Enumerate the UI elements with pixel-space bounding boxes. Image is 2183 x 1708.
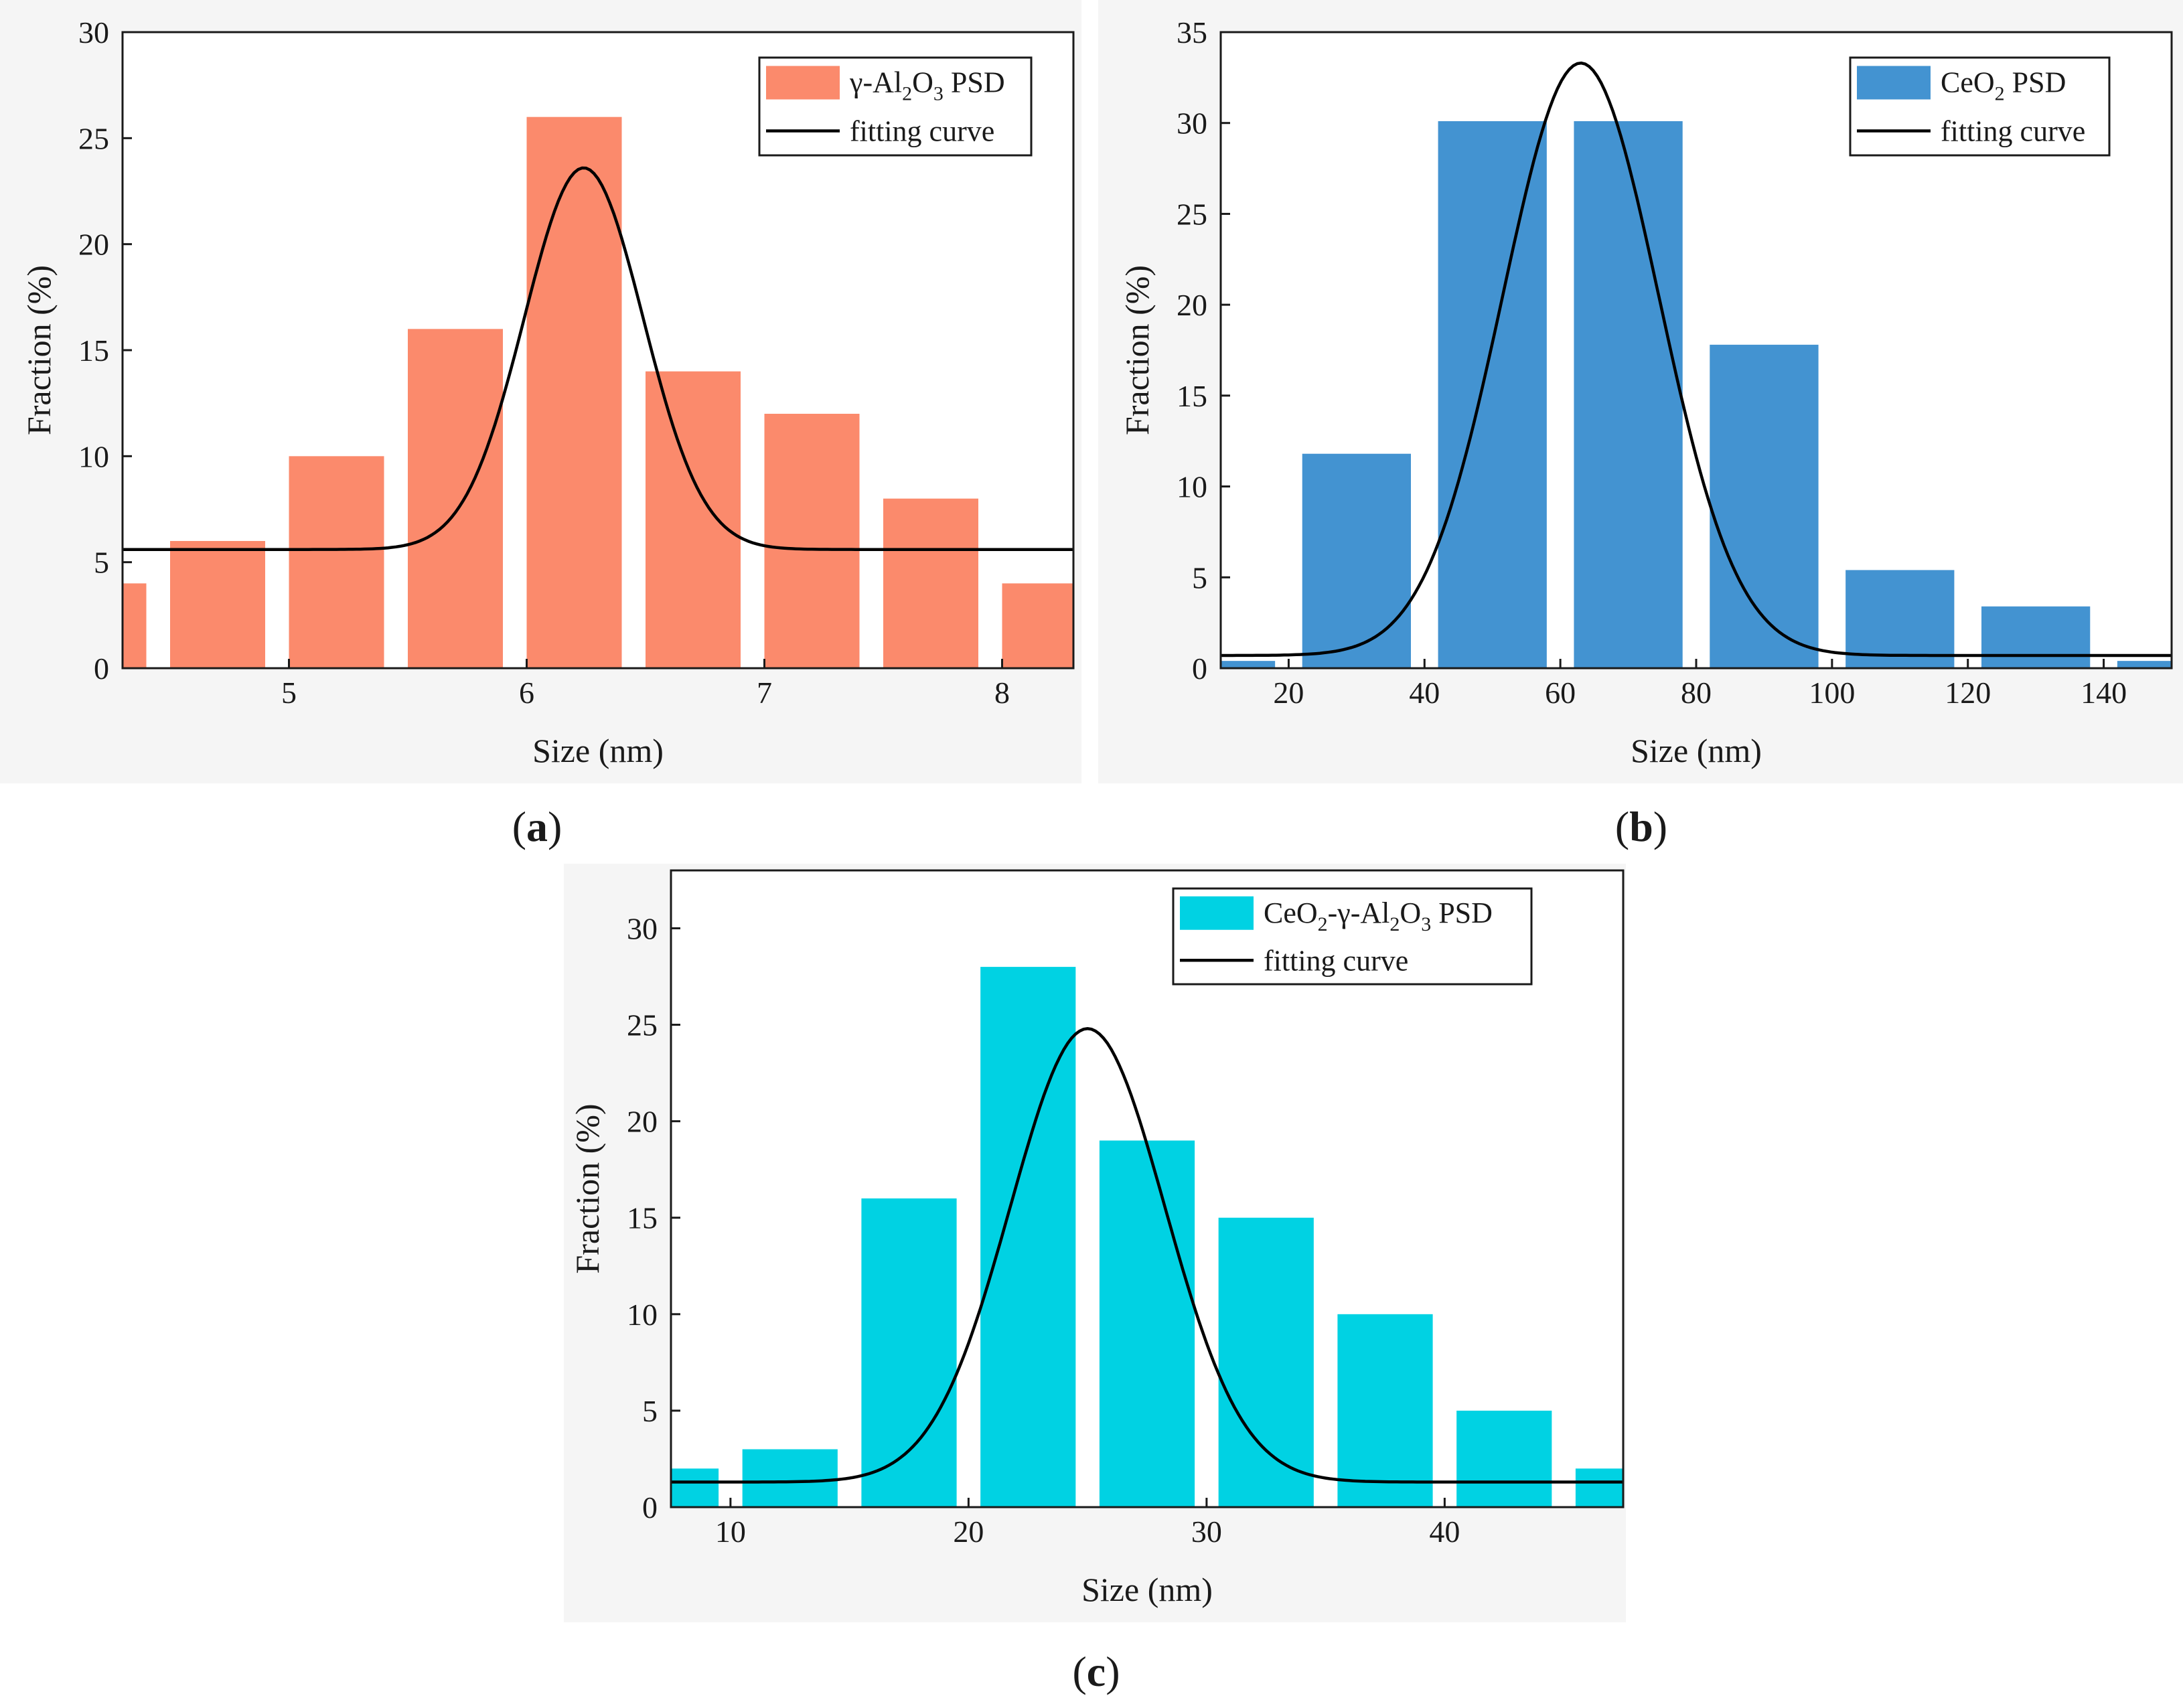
bar (1218, 1217, 1314, 1507)
legend-bar-label: γ-Al2O3 PSD (849, 66, 1005, 105)
x-axis-title: Size (nm) (532, 732, 664, 769)
y-axis-title: Fraction (%) (20, 265, 58, 435)
bar (1221, 661, 1276, 668)
bar (646, 371, 741, 668)
legend: CeO2-γ-Al2O3 PSD fitting curve (1172, 887, 1533, 986)
legend: CeO2 PSD fitting curve (1849, 56, 2111, 157)
x-axis-title: Size (nm) (1081, 1571, 1213, 1608)
x-axis-title: Size (nm) (1631, 732, 1762, 769)
x-tick-label: 6 (519, 676, 534, 710)
y-tick-label: 5 (642, 1394, 658, 1428)
y-tick-label: 25 (627, 1008, 658, 1042)
y-tick-label: 5 (1192, 560, 1207, 595)
bar (1456, 1410, 1552, 1507)
chart-panel-b: 20 40 60 80 100 120 140 0 5 10 15 20 25 30 35 Size (nm)… (1098, 0, 2183, 850)
bar (1002, 583, 1073, 668)
bar (764, 414, 860, 668)
y-tick-label: 20 (627, 1105, 658, 1139)
panel-caption: (b) (1615, 803, 1667, 850)
x-tick-label: 40 (1409, 676, 1440, 710)
legend: γ-Al2O3 PSD fitting curve (758, 56, 1033, 157)
y-tick-label: 30 (1177, 106, 1207, 141)
y-axis-title: Fraction (%) (569, 1103, 606, 1273)
y-tick-label: 15 (1177, 379, 1207, 413)
y-tick-label: 25 (78, 121, 109, 155)
x-tick-label: 120 (1945, 676, 1991, 710)
y-tick-label: 20 (78, 228, 109, 262)
y-tick-label: 15 (78, 333, 109, 368)
bar (883, 498, 978, 668)
panel-caption: (a) (512, 803, 562, 850)
legend-bar-label: CeO2 PSD (1941, 66, 2066, 105)
y-tick-label: 30 (78, 15, 109, 50)
legend-line-label: fitting curve (850, 115, 994, 148)
bar (1337, 1314, 1433, 1507)
x-tick-label: 40 (1429, 1515, 1460, 1549)
x-tick-label: 20 (953, 1515, 984, 1549)
bar (2117, 661, 2172, 668)
legend-swatch (1180, 896, 1254, 930)
y-tick-label: 25 (1177, 197, 1207, 231)
bar (742, 1449, 838, 1507)
y-tick-label: 35 (1177, 15, 1207, 50)
bar (671, 1468, 719, 1507)
legend-line-label: fitting curve (1264, 944, 1408, 977)
fitting-curve (123, 166, 1073, 551)
bar (1846, 570, 1955, 668)
legend-line-label: fitting curve (1941, 115, 2085, 148)
fitting-curve (671, 1027, 1623, 1484)
chart-panel-c: 10 20 30 40 0 5 10 15 20 25 30 Size (nm) Fraction (%… (564, 864, 1626, 1695)
x-tick-label: 7 (757, 676, 772, 710)
bar (980, 967, 1076, 1507)
bar (1981, 606, 2091, 668)
y-tick-label: 0 (642, 1490, 658, 1525)
y-tick-label: 10 (78, 439, 109, 473)
panel-caption: (c) (1072, 1648, 1120, 1695)
y-tick-label: 20 (1177, 288, 1207, 322)
bar (1574, 121, 1683, 668)
bar (1438, 121, 1547, 668)
y-axis-title: Fraction (%) (1118, 265, 1156, 435)
y-tick-label: 30 (627, 911, 658, 945)
x-tick-label: 10 (715, 1515, 746, 1549)
bar (170, 541, 265, 668)
x-tick-label: 100 (1809, 676, 1855, 710)
bar (123, 583, 147, 668)
bar-series (123, 117, 1073, 668)
legend-bar-label: CeO2-γ-Al2O3 PSD (1264, 897, 1493, 935)
x-tick-label: 8 (994, 676, 1010, 710)
y-tick-label: 10 (627, 1298, 658, 1332)
y-tick-label: 15 (627, 1201, 658, 1235)
fitting-curve (1221, 61, 2172, 657)
legend-swatch (1857, 66, 1931, 100)
bar-series (1221, 121, 2172, 668)
y-tick-label: 0 (94, 651, 109, 686)
bar (1302, 453, 1411, 668)
y-tick-label: 0 (1192, 651, 1207, 686)
x-tick-label: 140 (2081, 676, 2127, 710)
bar (289, 456, 384, 668)
bar (1099, 1140, 1195, 1507)
plot-frame (670, 869, 1625, 1508)
x-tick-label: 30 (1191, 1515, 1222, 1549)
bar (861, 1198, 957, 1507)
chart-panel-a: 5 6 7 8 0 5 10 15 20 25 30 Size (nm) Fraction (%) γ-A… (0, 0, 1081, 850)
x-tick-label: 20 (1273, 676, 1304, 710)
x-tick-label: 5 (281, 676, 297, 710)
bar (1575, 1468, 1623, 1507)
y-tick-label: 5 (94, 546, 109, 580)
bar (1710, 344, 1819, 668)
x-tick-label: 80 (1681, 676, 1712, 710)
bar (526, 117, 622, 668)
bar (408, 329, 503, 668)
y-tick-label: 10 (1177, 470, 1207, 504)
legend-swatch (766, 66, 840, 100)
bar-series (671, 967, 1623, 1507)
x-tick-label: 60 (1545, 676, 1576, 710)
